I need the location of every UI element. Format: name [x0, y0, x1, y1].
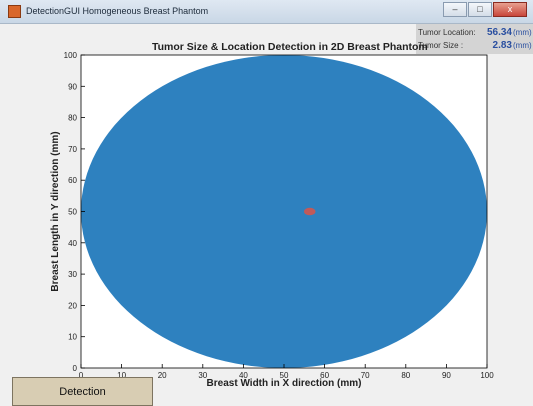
y-tick-label: 0 — [73, 364, 78, 373]
y-axis-label: Breast Length in Y direction (mm) — [50, 131, 61, 291]
x-tick-label: 60 — [320, 371, 329, 380]
x-tick-label: 70 — [361, 371, 370, 380]
tumor-location-value: 56.34 — [486, 27, 512, 38]
tumor-location-unit: (mm) — [513, 28, 532, 37]
y-tick-label: 100 — [64, 51, 78, 60]
x-tick-label: 30 — [198, 371, 207, 380]
minimize-button[interactable]: – — [443, 2, 467, 17]
detection-button[interactable]: Detection — [12, 377, 153, 406]
y-tick-label: 10 — [68, 333, 77, 342]
x-tick-label: 20 — [158, 371, 167, 380]
breast-phantom-ellipse — [81, 55, 487, 368]
matlab-icon — [8, 5, 21, 18]
y-tick-label: 60 — [68, 176, 77, 185]
window-title: DetectionGUI Homogeneous Breast Phantom — [26, 6, 209, 16]
title-bar: DetectionGUI Homogeneous Breast Phantom … — [0, 0, 533, 24]
x-tick-label: 10 — [117, 371, 126, 380]
x-tick-label: 0 — [79, 371, 84, 380]
y-tick-label: 30 — [68, 270, 77, 279]
x-axis-label: Breast Width in X direction (mm) — [207, 378, 362, 389]
y-tick-label: 20 — [68, 301, 77, 310]
tumor-size-label: Tumor Size : — [418, 41, 464, 50]
x-tick-label: 90 — [442, 371, 451, 380]
x-tick-label: 80 — [401, 371, 410, 380]
x-tick-label: 50 — [280, 371, 289, 380]
close-button[interactable]: x — [493, 2, 527, 17]
tumor-info-panel — [416, 24, 533, 54]
window-controls: – □ x — [442, 2, 527, 18]
y-tick-label: 70 — [68, 145, 77, 154]
maximize-button[interactable]: □ — [468, 2, 492, 17]
x-tick-label: 40 — [239, 371, 248, 380]
tumor-size-unit: (mm) — [513, 41, 532, 50]
tumor-location-label: Tumor Location: — [418, 28, 476, 37]
x-tick-label: 100 — [480, 371, 494, 380]
y-tick-label: 80 — [68, 114, 77, 123]
y-tick-label: 50 — [68, 208, 77, 217]
y-tick-label: 90 — [68, 82, 77, 91]
tumor-size-value: 2.83 — [492, 40, 512, 51]
plot-title: Tumor Size & Location Detection in 2D Br… — [152, 41, 428, 53]
y-tick-label: 40 — [68, 239, 77, 248]
tumor-marker — [303, 207, 316, 216]
